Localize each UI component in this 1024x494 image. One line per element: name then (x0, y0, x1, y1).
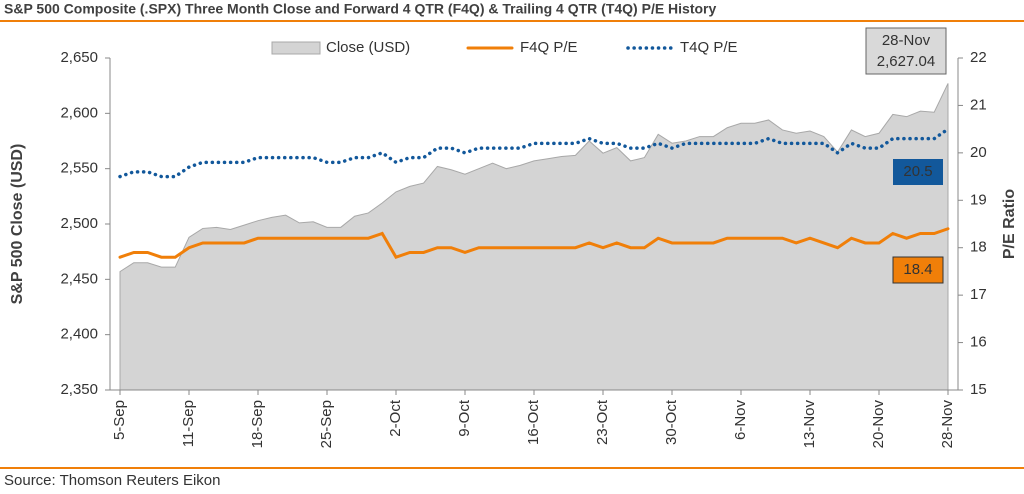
legend-label: Close (USD) (326, 39, 410, 56)
annotation: 20.5 (903, 163, 932, 180)
pe-line (118, 227, 950, 260)
x-tick-label: 6-Nov (732, 400, 749, 441)
source: Source: Thomson Reuters Eikon (4, 472, 221, 489)
y-axis-label: S&P 500 Close (USD) (9, 144, 26, 305)
y2-tick-label: 18 (970, 239, 987, 256)
legend-label: F4Q P/E (520, 39, 578, 56)
x-tick-label: 20-Nov (870, 400, 887, 449)
y2-tick-label: 19 (970, 191, 987, 208)
x-tick-label: 13-Nov (801, 400, 818, 449)
x-tick-label: 5-Sep (111, 400, 128, 440)
legend-label: T4Q P/E (680, 39, 738, 56)
y-tick-label: 2,600 (60, 104, 98, 121)
annotation: 18.4 (903, 261, 932, 278)
x-tick-label: 28-Nov (939, 400, 956, 449)
annotation: 2,627.04 (877, 53, 935, 70)
y-tick-label: 2,550 (60, 160, 98, 177)
x-tick-label: 2-Oct (387, 399, 404, 437)
y-tick-label: 2,450 (60, 270, 98, 287)
y2-tick-label: 20 (970, 144, 987, 161)
x-tick-label: 16-Oct (525, 399, 542, 445)
x-tick-label: 18-Sep (249, 400, 266, 448)
annotation: 28-Nov (882, 32, 931, 49)
y-tick-label: 2,500 (60, 215, 98, 232)
y2-tick-label: 17 (970, 286, 987, 303)
y2-tick-label: 22 (970, 49, 987, 66)
y-tick-label: 2,350 (60, 381, 98, 398)
annotation-box (865, 27, 947, 75)
y2-tick-label: 15 (970, 381, 987, 398)
x-tick-label: 25-Sep (318, 400, 335, 448)
close-area (119, 83, 949, 391)
legend-swatch (271, 41, 321, 55)
x-tick-label: 9-Oct (456, 399, 473, 437)
y2-axis-label: P/E Ratio (1001, 189, 1018, 259)
y-tick-label: 2,400 (60, 326, 98, 343)
x-tick-label: 30-Oct (663, 399, 680, 445)
y2-tick-label: 21 (970, 96, 987, 113)
x-tick-label: 11-Sep (180, 400, 197, 447)
y2-tick-label: 16 (970, 334, 987, 351)
pe-line (118, 127, 950, 179)
x-tick-label: 23-Oct (594, 399, 611, 445)
y-tick-label: 2,650 (60, 49, 98, 66)
annotation-box (892, 256, 944, 284)
chart-title: S&P 500 Composite (.SPX) Three Month Clo… (4, 1, 717, 17)
annotation-box (893, 159, 943, 185)
